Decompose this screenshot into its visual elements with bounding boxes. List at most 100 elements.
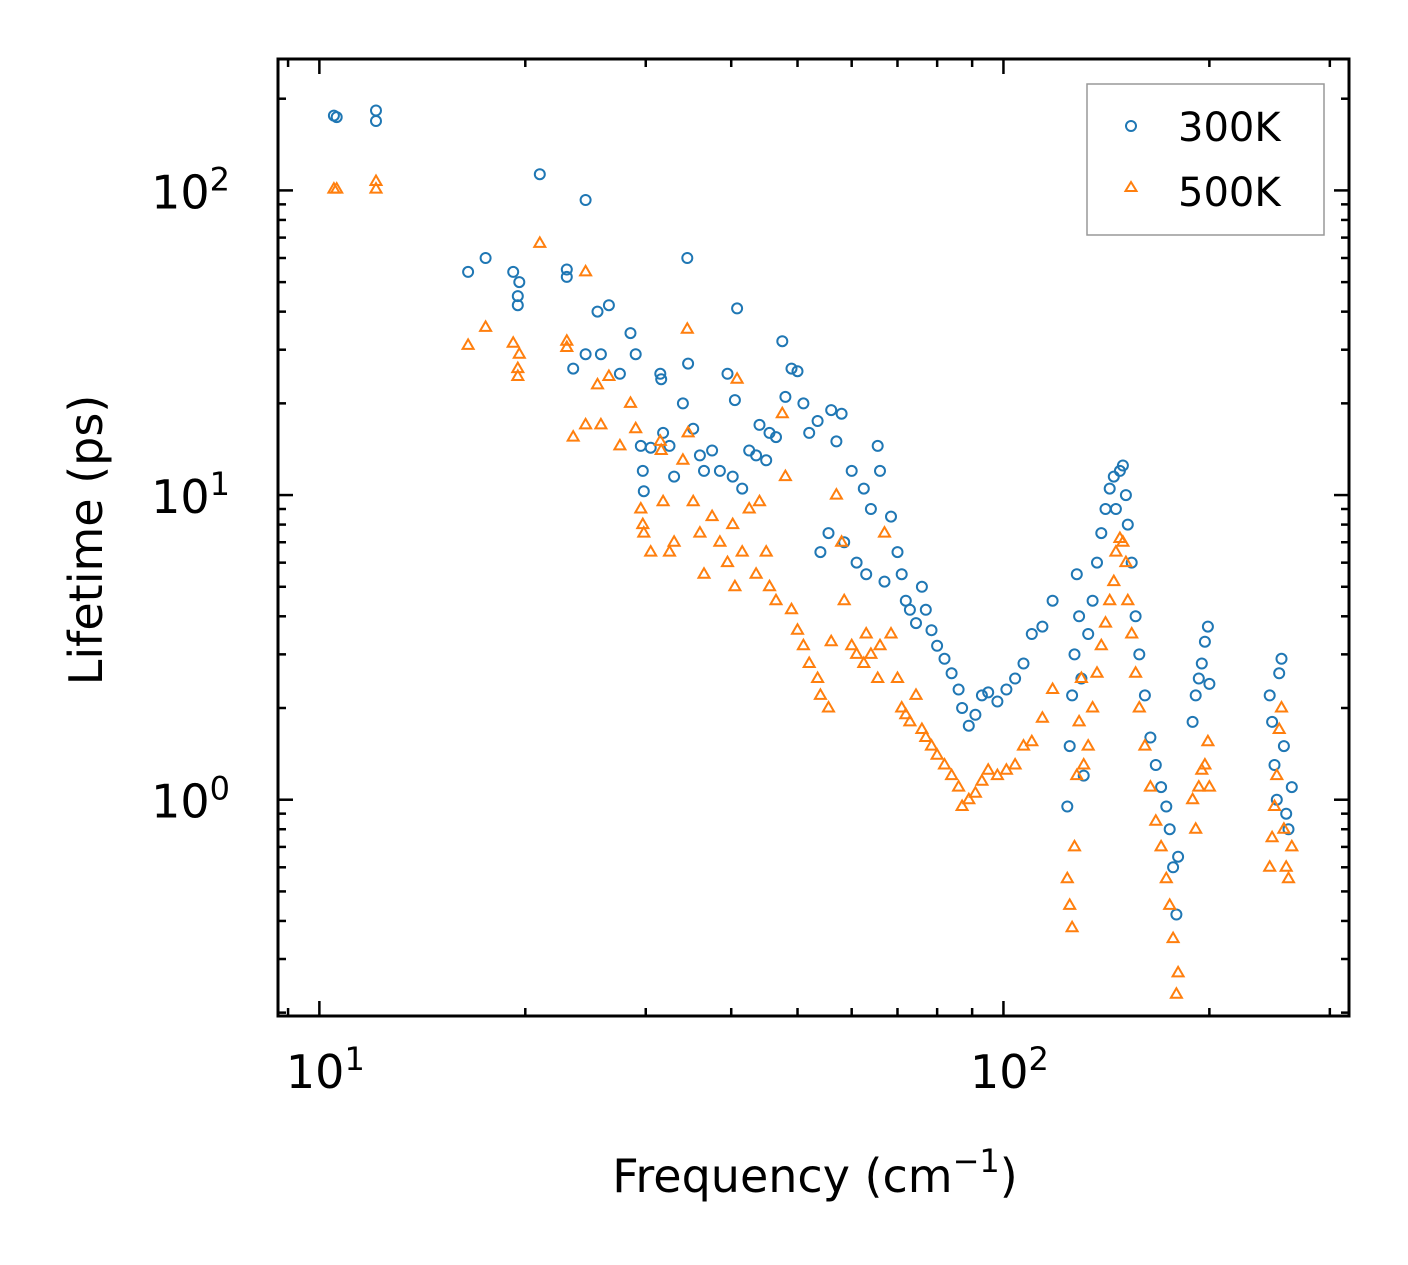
point-300k-125 [1167, 861, 1180, 874]
point-300k-82 [945, 667, 958, 680]
point-500k-130 [1191, 779, 1207, 792]
point-300k-136 [1266, 715, 1279, 728]
point-500k-141 [1276, 821, 1292, 834]
point-300k-105 [1086, 594, 1099, 607]
point-500k-66 [858, 626, 874, 639]
point-500k-99 [1067, 838, 1082, 852]
point-500k-124 [1162, 897, 1177, 910]
point-300k-51 [779, 390, 792, 403]
point-300k-38 [713, 464, 726, 477]
point-300k-133 [1201, 620, 1214, 633]
point-300k-50 [776, 335, 789, 348]
point-300k-97 [1063, 740, 1076, 753]
point-500k-98 [1064, 919, 1080, 933]
point-300k-92 [1017, 657, 1030, 670]
x-axis-label: Frequency (cm−1) [612, 1142, 1017, 1203]
point-300k-108 [1099, 503, 1112, 515]
point-300k-43 [736, 482, 749, 495]
point-300k-39 [721, 367, 734, 380]
point-500k-6 [505, 335, 521, 348]
point-500k-75 [902, 713, 918, 727]
point-300k-22 [634, 439, 647, 452]
point-300k-141 [1277, 740, 1290, 753]
point-500k-106 [1089, 665, 1105, 678]
point-300k-111 [1109, 503, 1122, 515]
point-500k-35 [692, 525, 708, 538]
point-500k-49 [768, 592, 784, 606]
point-500k-12 [559, 339, 575, 352]
point-300k-47 [760, 454, 773, 467]
point-500k-65 [856, 655, 872, 668]
point-300k-80 [931, 639, 944, 652]
point-300k-109 [1103, 482, 1116, 495]
point-500k-140 [1274, 700, 1289, 713]
point-500k-115 [1120, 592, 1136, 606]
point-500k-134 [1202, 779, 1217, 792]
point-500k-62 [836, 592, 852, 606]
x-tick-label-2: 102 [970, 1040, 1049, 1099]
point-500k-14 [578, 263, 593, 277]
point-500k-118 [1132, 700, 1147, 713]
point-300k-27 [655, 373, 668, 386]
point-300k-77 [915, 580, 928, 593]
point-300k-106 [1091, 556, 1103, 569]
point-500k-4 [460, 337, 476, 350]
point-300k-140 [1275, 652, 1288, 665]
y-tick-label-1: 101 [151, 465, 230, 524]
point-500k-113 [1115, 534, 1131, 547]
point-500k-41 [727, 578, 743, 592]
point-500k-57 [813, 687, 828, 700]
point-500k-43 [734, 544, 750, 557]
point-300k-128 [1186, 715, 1199, 728]
point-500k-21 [628, 420, 643, 434]
point-300k-30 [668, 470, 681, 483]
point-300k-114 [1119, 489, 1132, 502]
point-500k-103 [1076, 757, 1091, 770]
point-500k-100 [1069, 767, 1085, 781]
point-300k-11 [560, 263, 573, 276]
point-500k-44 [741, 501, 757, 514]
point-300k-135 [1263, 689, 1276, 702]
point-500k-40 [725, 516, 740, 530]
point-300k-33 [682, 357, 695, 370]
point-300k-49 [770, 431, 782, 444]
point-500k-69 [872, 637, 888, 651]
point-300k-139 [1273, 667, 1286, 680]
point-500k-94 [1035, 710, 1050, 723]
point-500k-24 [636, 525, 652, 538]
point-500k-79 [924, 738, 939, 751]
point-300k-21 [629, 348, 642, 361]
point-300k-115 [1121, 518, 1134, 531]
point-300k-24 [637, 485, 650, 498]
point-300k-81 [938, 652, 951, 665]
point-500k-55 [801, 655, 817, 668]
point-300k-1 [330, 111, 343, 124]
point-500k-95 [1045, 681, 1060, 694]
point-300k-78 [919, 603, 932, 616]
point-500k-42 [729, 371, 745, 384]
point-300k-63 [845, 464, 858, 477]
point-300k-90 [1000, 683, 1013, 696]
point-300k-20 [624, 327, 637, 340]
point-500k-32 [680, 321, 695, 334]
point-300k-23 [636, 464, 649, 477]
legend-marker-300k [1125, 120, 1137, 132]
point-300k-75 [903, 603, 916, 616]
point-500k-132 [1197, 757, 1213, 770]
point-500k-137 [1267, 798, 1282, 811]
point-500k-114 [1118, 554, 1134, 568]
point-500k-59 [823, 633, 839, 647]
point-300k-35 [693, 449, 706, 462]
point-500k-127 [1170, 964, 1186, 978]
point-300k-12 [560, 270, 573, 283]
point-500k-60 [829, 487, 844, 500]
point-500k-3 [368, 181, 384, 194]
point-500k-138 [1269, 767, 1285, 781]
point-500k-27 [653, 442, 669, 455]
point-300k-18 [602, 299, 615, 312]
point-300k-124 [1163, 823, 1176, 836]
point-300k-96 [1061, 800, 1074, 813]
point-300k-52 [785, 362, 798, 375]
point-300k-101 [1073, 610, 1086, 623]
